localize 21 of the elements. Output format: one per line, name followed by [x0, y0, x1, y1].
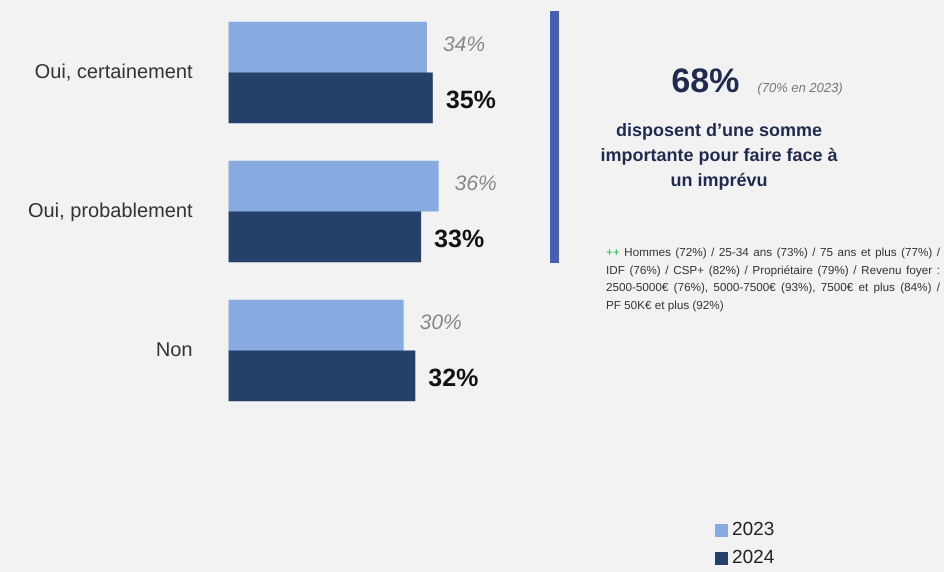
legend-label: 2024 — [731, 546, 774, 570]
data-label: 34% — [442, 32, 486, 56]
data-label: 30% — [420, 310, 462, 334]
bar — [228, 212, 422, 262]
y-tick-label: Oui, certainement — [34, 61, 193, 84]
legend-label: 2023 — [731, 518, 774, 542]
data-label: 32% — [428, 364, 478, 392]
data-label: 33% — [434, 224, 484, 253]
y-tick-label: Non — [156, 339, 193, 362]
data-label: 36% — [454, 172, 497, 195]
text: disposent d’une somme importante pour faire face à un imprévu — [599, 119, 839, 192]
y-tick-label: Oui, probablement — [28, 200, 193, 222]
text: 68% — [671, 62, 740, 100]
bar — [228, 72, 433, 124]
bar — [228, 22, 427, 72]
data-label: 35% — [446, 86, 496, 114]
text: ++ Hommes (72%) / 25-34 ans (73%) / 75 ans et plus (77%) / IDF (76%) / CSP+ (82%) / Propriétaire (79%) / Revenu foyer : 2500-5000€ (76%), 5000-7500€ (93%), 7500€ et plus (84%) / PF 50K€ et plus (92%) — [606, 245, 940, 314]
bar — [228, 160, 439, 212]
bar — [228, 350, 416, 402]
bar — [228, 300, 404, 350]
text: (70% en 2023) — [757, 80, 843, 95]
